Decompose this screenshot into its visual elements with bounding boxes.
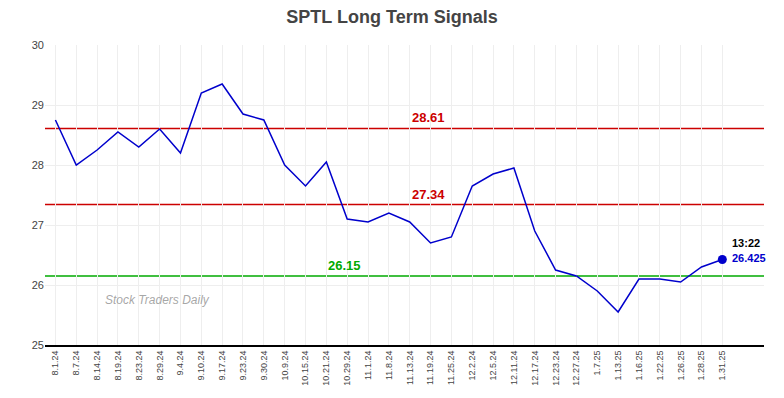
svg-text:SPTL Long Term Signals: SPTL Long Term Signals — [286, 7, 497, 27]
svg-text:8.1.24: 8.1.24 — [50, 351, 60, 376]
svg-text:9.10.24: 9.10.24 — [196, 351, 206, 381]
svg-text:12.5.24: 12.5.24 — [488, 351, 498, 381]
svg-text:8.14.24: 8.14.24 — [92, 351, 102, 381]
svg-text:10.15.24: 10.15.24 — [300, 351, 310, 386]
svg-text:1.26.25: 1.26.25 — [676, 351, 686, 381]
svg-text:26.425: 26.425 — [732, 252, 766, 264]
svg-text:1.28.25: 1.28.25 — [696, 351, 706, 381]
svg-text:1.13.25: 1.13.25 — [613, 351, 623, 381]
svg-text:8.29.24: 8.29.24 — [155, 351, 165, 381]
svg-text:30: 30 — [32, 39, 44, 51]
svg-text:9.30.24: 9.30.24 — [259, 351, 269, 381]
svg-text:10.21.24: 10.21.24 — [321, 351, 331, 386]
svg-text:1.7.25: 1.7.25 — [592, 351, 602, 376]
svg-text:11.1.24: 11.1.24 — [363, 351, 373, 380]
svg-text:11.13.24: 11.13.24 — [405, 351, 415, 385]
svg-text:Stock Traders Daily: Stock Traders Daily — [105, 293, 210, 307]
svg-text:12.27.24: 12.27.24 — [571, 351, 581, 386]
svg-text:11.19.24: 11.19.24 — [425, 351, 435, 385]
svg-text:26: 26 — [32, 279, 44, 291]
svg-text:9.23.24: 9.23.24 — [238, 351, 248, 381]
svg-text:8.19.24: 8.19.24 — [113, 351, 123, 381]
svg-text:9.17.24: 9.17.24 — [217, 351, 227, 381]
svg-text:1.22.25: 1.22.25 — [655, 351, 665, 381]
svg-text:28.61: 28.61 — [412, 110, 445, 125]
svg-text:29: 29 — [32, 99, 44, 111]
svg-text:25: 25 — [32, 339, 44, 351]
svg-text:11.8.24: 11.8.24 — [384, 351, 394, 380]
svg-text:10.29.24: 10.29.24 — [342, 351, 352, 386]
svg-text:12.23.24: 12.23.24 — [551, 351, 561, 386]
svg-text:1.31.25: 1.31.25 — [717, 351, 727, 381]
svg-text:8.7.24: 8.7.24 — [71, 351, 81, 376]
svg-text:28: 28 — [32, 159, 44, 171]
svg-text:8.23.24: 8.23.24 — [134, 351, 144, 381]
svg-text:12.17.24: 12.17.24 — [530, 351, 540, 386]
svg-text:9.4.24: 9.4.24 — [175, 351, 185, 376]
svg-text:27: 27 — [32, 219, 44, 231]
svg-text:12.11.24: 12.11.24 — [509, 351, 519, 385]
svg-text:1.16.25: 1.16.25 — [634, 351, 644, 381]
svg-text:27.34: 27.34 — [412, 187, 445, 202]
svg-text:10.9.24: 10.9.24 — [280, 351, 290, 381]
svg-text:12.2.24: 12.2.24 — [467, 351, 477, 381]
svg-text:26.15: 26.15 — [328, 258, 361, 273]
svg-text:13:22: 13:22 — [732, 237, 760, 249]
svg-text:11.25.24: 11.25.24 — [446, 351, 456, 385]
